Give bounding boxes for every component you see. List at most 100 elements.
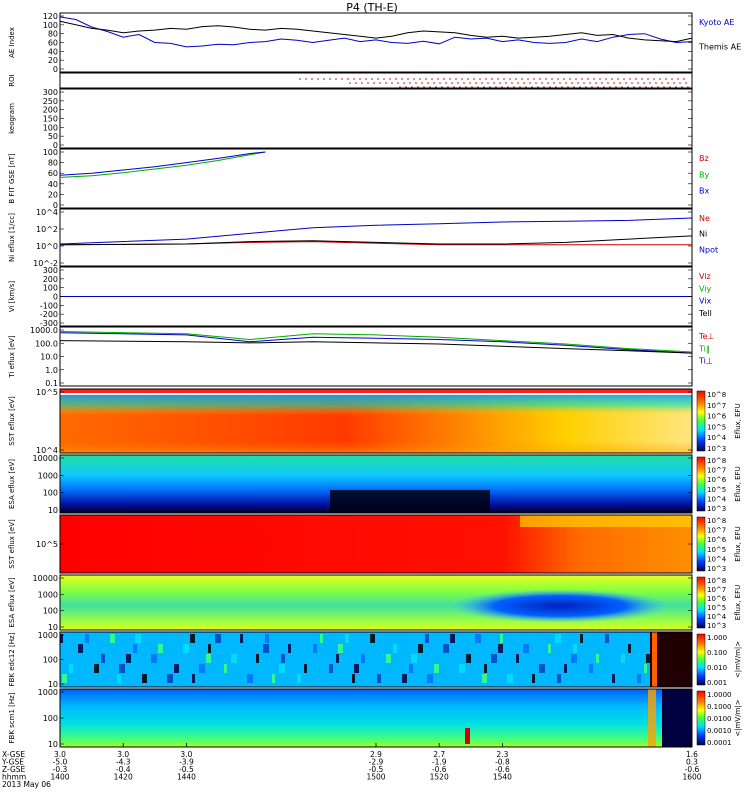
y-tick-label: 300 <box>43 88 58 97</box>
roi-dot <box>409 82 411 84</box>
colorbar-tick-label: 10^4 <box>707 495 727 503</box>
fbk-stripe <box>304 664 307 673</box>
roi-dot <box>359 78 361 80</box>
esa1-dark-band <box>330 490 490 513</box>
y-axis-label: Ni eflux [1/cc] <box>8 213 16 262</box>
y-tick-label: 1000 <box>38 631 58 640</box>
x-tick-label: -0.4 <box>116 765 131 774</box>
series-line <box>59 235 693 246</box>
y-axis-label: SST eflux [eV] <box>8 519 16 569</box>
roi-dot <box>415 82 417 84</box>
y-axis-label: Vi [km/s] <box>8 281 16 312</box>
y-axis-label: keogram <box>8 103 16 134</box>
fbk-stripe <box>621 654 625 663</box>
roi-dot <box>427 82 429 84</box>
roi-dot <box>603 86 605 88</box>
x-tick-label: 2.3 <box>496 750 508 759</box>
roi-dot <box>613 82 615 84</box>
fbk-stripe <box>208 644 211 653</box>
y-tick-label: -200 <box>40 310 58 319</box>
y-axis-label: ESA eflux [eV] <box>8 459 16 509</box>
fbk-stripe <box>69 664 73 673</box>
y-tick-label: 0 <box>53 141 58 150</box>
x-tick-label: 2.7 <box>433 750 445 759</box>
roi-dot <box>555 86 557 88</box>
legend-entry: Npot <box>699 245 718 254</box>
y-tick-label: 10^5 <box>36 540 58 549</box>
roi-dot <box>417 86 419 88</box>
series-line <box>59 217 693 245</box>
colorbar <box>696 456 706 512</box>
roi-dot <box>683 78 685 80</box>
x-tick-label: 1520 <box>430 773 449 782</box>
fbk-stripe <box>135 634 141 643</box>
roi-dot <box>377 78 379 80</box>
roi-dot <box>559 82 561 84</box>
roi-dot <box>513 86 515 88</box>
fbk-stripe <box>450 634 455 643</box>
y-tick-label: 10 <box>48 623 58 632</box>
y-tick-label: 0 <box>53 65 58 74</box>
y-tick-label: 100 <box>43 284 58 293</box>
y-axis-label: Ti eflux [eV] <box>8 335 16 379</box>
roi-dot <box>311 78 313 80</box>
y-tick-label: 250 <box>43 97 58 106</box>
fbk-bright-edge <box>652 632 657 687</box>
fbk-stripe <box>370 634 375 643</box>
roi-dot <box>461 78 463 80</box>
roi-dot <box>481 82 483 84</box>
sst1-red-strip <box>60 389 692 393</box>
roi-dot <box>507 86 509 88</box>
roi-dot <box>341 78 343 80</box>
roi-dot <box>663 86 665 88</box>
roi-dot <box>569 78 571 80</box>
roi-dot <box>421 82 423 84</box>
y-tick-label: 10000 <box>33 454 58 463</box>
fbk-stripe <box>281 654 285 663</box>
roi-dot <box>455 78 457 80</box>
y-tick-label: 80 <box>48 159 58 168</box>
fbk-stripe <box>297 674 301 683</box>
roi-dot <box>473 78 475 80</box>
fbk-stripe <box>377 674 381 683</box>
roi-dot <box>515 78 517 80</box>
fbk-stripe <box>564 664 567 673</box>
roi-dot <box>595 82 597 84</box>
roi-dot <box>353 78 355 80</box>
legend-entry: Ne <box>699 214 710 223</box>
fbk-scm1-bright-edge <box>648 689 656 747</box>
y-tick-label: 100 <box>43 21 58 30</box>
x-tick-label: 1600 <box>682 773 701 782</box>
roi-dot <box>495 86 497 88</box>
roi-dot <box>479 78 481 80</box>
roi-dot <box>601 82 603 84</box>
colorbar-tick-label: 0.001 <box>707 679 727 687</box>
colorbar-tick-label: 10^8 <box>707 391 726 399</box>
roi-dot <box>553 82 555 84</box>
y-tick-label: 80 <box>48 30 58 39</box>
y-axes: AE Index120100806040200ROIkeogram3002502… <box>8 12 692 749</box>
roi-dot <box>659 78 661 80</box>
colorbar <box>696 576 706 629</box>
roi-dot <box>419 78 421 80</box>
legend-entry: Ti⊥ <box>698 357 713 366</box>
x-tick-label: -4.3 <box>116 758 131 767</box>
colorbar-label: Eflux, EFU <box>734 403 742 438</box>
roi-dot <box>653 78 655 80</box>
x-tick-label: -0.8 <box>495 758 510 767</box>
roi-dot <box>399 86 401 88</box>
fbk-stripe <box>507 674 513 683</box>
roi-dot <box>681 86 683 88</box>
roi-dot <box>643 82 645 84</box>
x-tick-label: -5.0 <box>53 758 68 767</box>
roi-dot <box>445 82 447 84</box>
fbk-stripe <box>279 664 285 673</box>
roi-dot <box>593 78 595 80</box>
y-tick-label: 60 <box>48 39 58 48</box>
roi-dot <box>547 82 549 84</box>
x-tick-label: 2.9 <box>370 750 382 759</box>
roi-dot <box>571 82 573 84</box>
x-tick-label: 3.0 <box>54 750 66 759</box>
